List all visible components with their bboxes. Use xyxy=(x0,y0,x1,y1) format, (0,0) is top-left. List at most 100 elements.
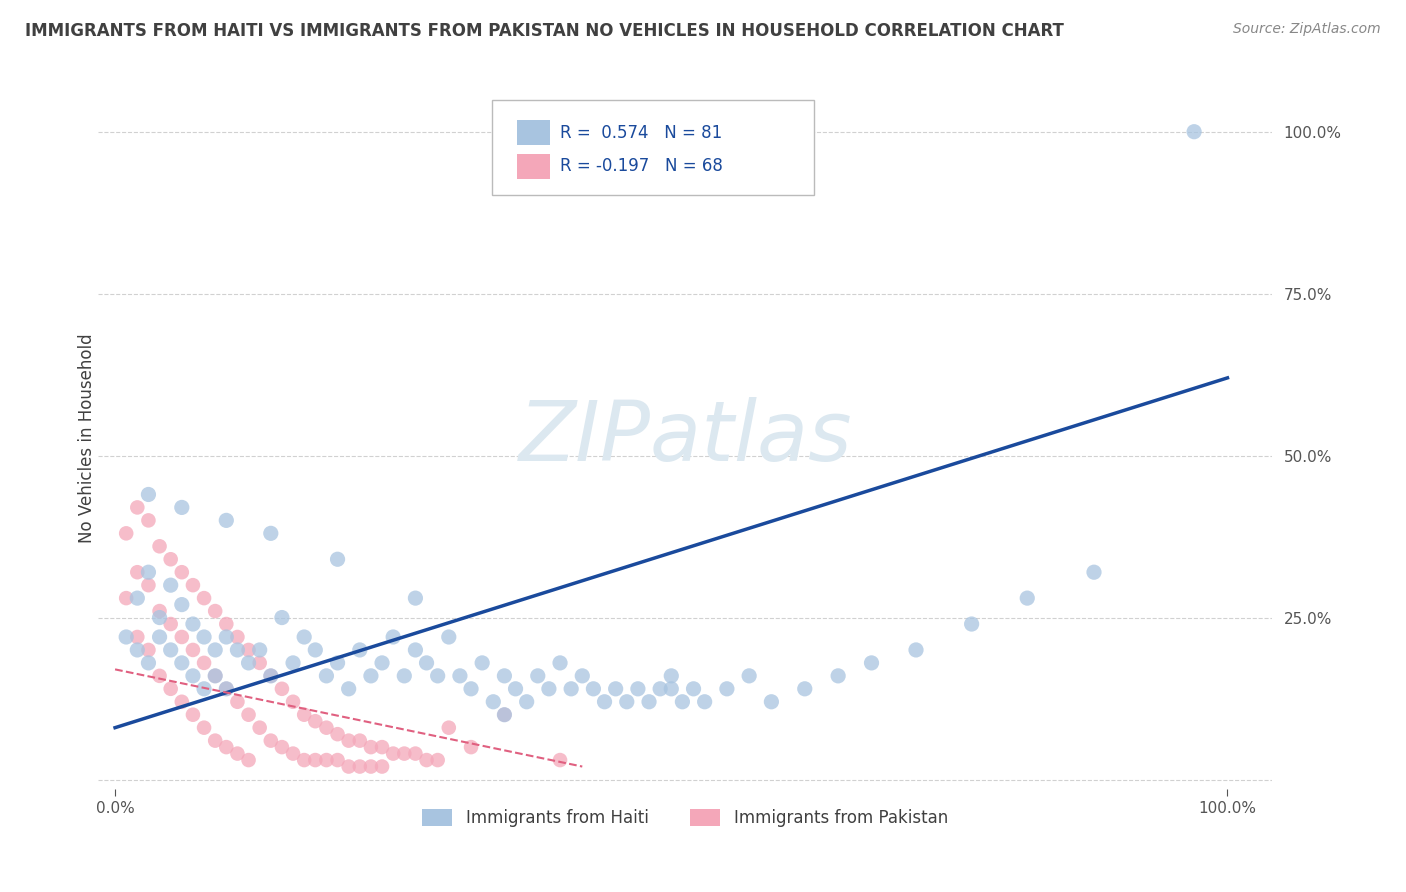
Point xyxy=(382,630,405,644)
Point xyxy=(505,681,527,696)
Point xyxy=(148,610,170,624)
Point xyxy=(281,656,304,670)
Point xyxy=(159,617,181,632)
Point xyxy=(159,552,181,566)
Point xyxy=(170,630,193,644)
Text: R = -0.197   N = 68: R = -0.197 N = 68 xyxy=(560,158,723,176)
Point xyxy=(215,617,238,632)
Point xyxy=(138,656,160,670)
Point xyxy=(249,643,271,657)
Point xyxy=(238,707,260,722)
Point xyxy=(526,669,548,683)
Point xyxy=(115,630,138,644)
Point xyxy=(571,669,593,683)
Point xyxy=(560,681,582,696)
Point xyxy=(349,733,371,747)
Point xyxy=(482,695,505,709)
Point xyxy=(360,669,382,683)
Point xyxy=(360,740,382,755)
Point xyxy=(337,681,360,696)
Point xyxy=(671,695,693,709)
Point xyxy=(127,630,149,644)
Point xyxy=(170,656,193,670)
Point xyxy=(148,539,170,553)
Point xyxy=(138,578,160,592)
Point xyxy=(204,733,226,747)
Point xyxy=(260,526,283,541)
Point xyxy=(371,740,394,755)
Point xyxy=(650,681,672,696)
Point xyxy=(204,604,226,618)
Point xyxy=(426,669,449,683)
Point xyxy=(292,753,315,767)
Point xyxy=(460,740,482,755)
Point xyxy=(204,669,226,683)
Point xyxy=(249,656,271,670)
Text: Source: ZipAtlas.com: Source: ZipAtlas.com xyxy=(1233,22,1381,37)
Point xyxy=(215,513,238,527)
Point xyxy=(1182,125,1205,139)
Point xyxy=(181,578,204,592)
Text: R =  0.574   N = 81: R = 0.574 N = 81 xyxy=(560,124,721,142)
Point xyxy=(1017,591,1039,606)
Point xyxy=(426,753,449,767)
Point xyxy=(437,721,460,735)
Point xyxy=(793,681,815,696)
Point xyxy=(460,681,482,696)
Point xyxy=(127,500,149,515)
Point xyxy=(516,695,538,709)
Point xyxy=(138,487,160,501)
Point xyxy=(404,747,426,761)
Point xyxy=(659,669,682,683)
Point xyxy=(215,681,238,696)
Point xyxy=(159,681,181,696)
Point xyxy=(605,681,627,696)
Point xyxy=(193,591,215,606)
Point xyxy=(226,695,249,709)
Point xyxy=(127,591,149,606)
Point xyxy=(659,681,682,696)
Point xyxy=(682,681,704,696)
Point xyxy=(437,630,460,644)
Point xyxy=(382,747,405,761)
Point xyxy=(260,733,283,747)
Point xyxy=(148,604,170,618)
Point xyxy=(537,681,560,696)
Point xyxy=(204,643,226,657)
Point xyxy=(326,753,349,767)
Point xyxy=(349,643,371,657)
Point xyxy=(181,707,204,722)
Point xyxy=(349,759,371,773)
FancyBboxPatch shape xyxy=(492,101,814,195)
Point xyxy=(1083,565,1105,579)
Text: ZIPatlas: ZIPatlas xyxy=(519,397,852,478)
Point xyxy=(716,681,738,696)
Point xyxy=(616,695,638,709)
Point xyxy=(170,500,193,515)
Point xyxy=(292,707,315,722)
Point xyxy=(315,721,337,735)
Point xyxy=(148,669,170,683)
Point xyxy=(115,591,138,606)
Legend: Immigrants from Haiti, Immigrants from Pakistan: Immigrants from Haiti, Immigrants from P… xyxy=(416,802,955,834)
Y-axis label: No Vehicles in Household: No Vehicles in Household xyxy=(79,333,96,542)
Point xyxy=(494,707,516,722)
Point xyxy=(226,747,249,761)
Point xyxy=(394,669,416,683)
Point xyxy=(271,681,294,696)
Point xyxy=(761,695,783,709)
Point xyxy=(337,759,360,773)
Point xyxy=(127,643,149,657)
Point xyxy=(827,669,849,683)
Point xyxy=(170,598,193,612)
Point xyxy=(360,759,382,773)
Point xyxy=(193,630,215,644)
Point xyxy=(138,643,160,657)
Point xyxy=(193,721,215,735)
Point xyxy=(326,727,349,741)
Point xyxy=(304,753,326,767)
Point xyxy=(494,707,516,722)
FancyBboxPatch shape xyxy=(517,120,550,145)
Point xyxy=(326,552,349,566)
Point xyxy=(315,669,337,683)
